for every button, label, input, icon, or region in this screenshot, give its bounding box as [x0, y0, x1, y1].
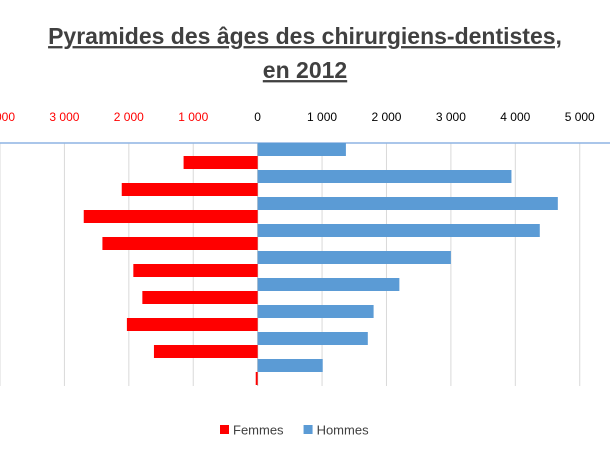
- x-tick-label: 3 000: [49, 110, 79, 124]
- bar: [102, 237, 258, 250]
- bar: [126, 318, 258, 331]
- legend-swatch: [303, 425, 313, 434]
- bar: [133, 264, 258, 277]
- bar: [257, 305, 374, 318]
- x-tick-label: 4 000: [0, 110, 15, 124]
- bar: [257, 143, 346, 156]
- bar: [257, 359, 323, 372]
- bar: [257, 251, 451, 264]
- x-tick-label: 1 000: [307, 110, 337, 124]
- chart-title: en 2012: [263, 57, 347, 83]
- x-tick-label: 3 000: [436, 110, 466, 124]
- x-tick-label: 2 000: [114, 110, 144, 124]
- legend-label: Femmes: [233, 422, 284, 437]
- x-tick-label: 0: [254, 110, 261, 124]
- x-tick-label: 4 000: [500, 110, 530, 124]
- bar: [257, 197, 558, 210]
- bar: [153, 345, 258, 358]
- legend-label: Hommes: [317, 422, 370, 437]
- x-tick-label: 1 000: [178, 110, 208, 124]
- bar: [255, 372, 258, 385]
- bar: [257, 278, 400, 291]
- bar: [142, 291, 258, 304]
- bar: [257, 170, 512, 183]
- bar: [257, 224, 540, 237]
- legend-swatch: [220, 425, 229, 434]
- bar: [83, 210, 258, 223]
- bar: [121, 183, 258, 196]
- bar: [257, 332, 368, 345]
- chart-title: Pyramides des âges des chirurgiens-denti…: [48, 23, 562, 49]
- bar: [183, 156, 258, 169]
- x-tick-label: 2 000: [371, 110, 401, 124]
- x-tick-label: 5 000: [565, 110, 595, 124]
